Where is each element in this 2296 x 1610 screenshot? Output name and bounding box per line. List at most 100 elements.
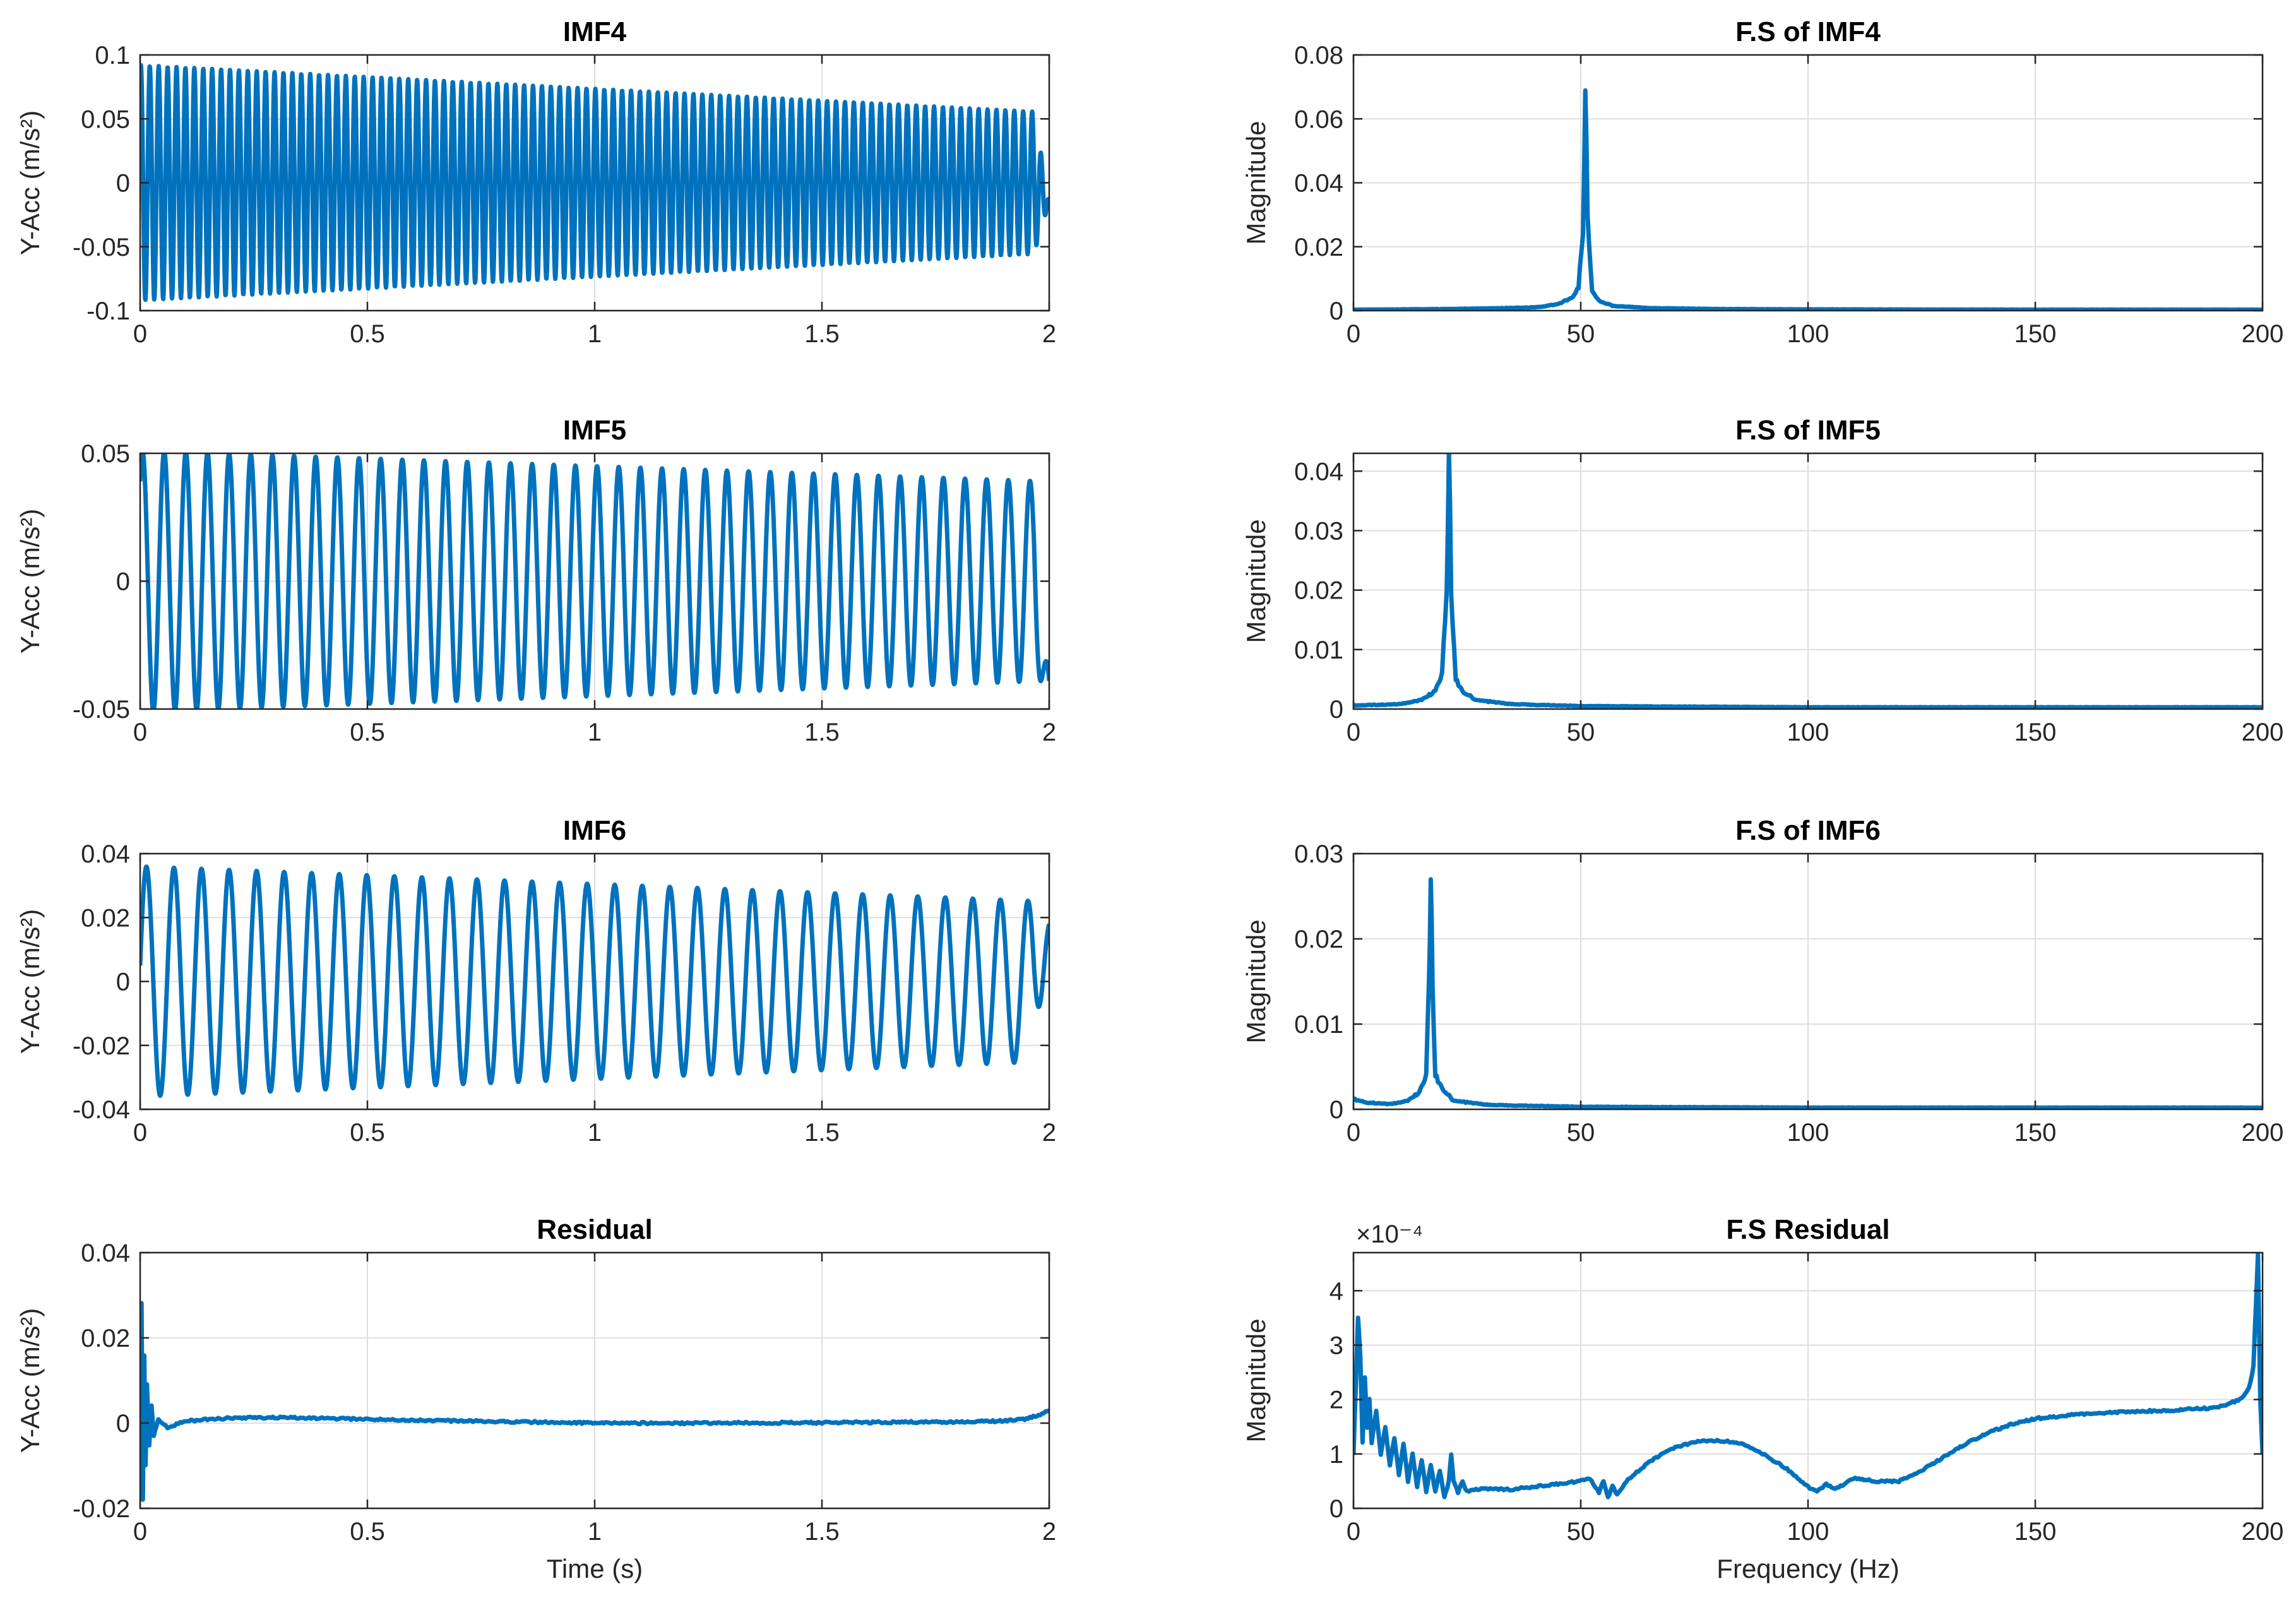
y-tick-label: 0.02 — [81, 1325, 130, 1352]
y-tick-label: 0.02 — [1294, 577, 1343, 605]
y-axis-label: Y-Acc (m/s²) — [15, 509, 45, 653]
x-tick-label: 200 — [2242, 719, 2284, 746]
x-tick-label: 50 — [1567, 719, 1595, 746]
chart-title: F.S Residual — [1726, 1214, 1889, 1245]
x-tick-label: 150 — [2014, 320, 2057, 348]
chart-title: F.S of IMF4 — [1735, 16, 1881, 47]
series-line-1 — [1353, 877, 2263, 1109]
x-tick-label: 100 — [1787, 1119, 1829, 1147]
y-tick-label: 0 — [1329, 696, 1343, 724]
series-line-1 — [140, 453, 1049, 709]
y-tick-label: 0.01 — [1294, 636, 1343, 664]
x-tick-label: 0 — [133, 1119, 147, 1147]
x-tick-label: 150 — [2014, 1119, 2057, 1147]
subplot-6: 0 50 100 150 200 0 0.01 0.02 0.03 F.S of IMF6 Magn… — [1241, 815, 2283, 1147]
x-tick-label: 200 — [2242, 320, 2284, 348]
x-tick-label: 0 — [1347, 719, 1360, 746]
y-tick-label: 0 — [1329, 1096, 1343, 1124]
y-axis-label: Magnitude — [1241, 1318, 1271, 1442]
y-tick-label: -0.05 — [73, 234, 130, 261]
y-tick-label: -0.05 — [73, 696, 130, 724]
y-tick-label: 4 — [1329, 1277, 1343, 1305]
subplot-5: 0 0.5 1 1.5 2 -0.04 -0.02 0 0.02 0.04 IMF6 Y-Acc (m… — [15, 815, 1056, 1147]
series-line-1 — [140, 1301, 1049, 1502]
x-tick-label: 2 — [1042, 719, 1056, 746]
x-tick-label: 150 — [2014, 719, 2057, 746]
y-tick-label: 0.05 — [81, 440, 130, 468]
x-tick-label: 1.5 — [804, 1119, 840, 1147]
y-tick-label: 0 — [1329, 1495, 1343, 1523]
y-tick-label: 0.03 — [1294, 840, 1343, 868]
subplot-8: 0 50 100 150 200 0 1 2 3 4 F.S Residual ×10⁻⁴ Magnit… — [1241, 1214, 2283, 1583]
x-tick-label: 0 — [1347, 1119, 1360, 1147]
x-tick-label: 2 — [1042, 1119, 1056, 1147]
exponent-label: ×10⁻⁴ — [1356, 1220, 1423, 1248]
y-tick-label: 0.04 — [81, 840, 130, 868]
y-tick-label: -0.02 — [73, 1495, 130, 1523]
chart-title: F.S of IMF5 — [1735, 415, 1881, 446]
chart-title: IMF4 — [563, 16, 627, 47]
y-tick-label: 0 — [116, 969, 130, 996]
y-tick-label: 0 — [1329, 297, 1343, 325]
x-tick-label: 200 — [2242, 1119, 2284, 1147]
x-tick-label: 0.5 — [350, 1518, 385, 1546]
x-tick-label: 0 — [1347, 320, 1360, 348]
y-tick-label: 0.02 — [81, 904, 130, 932]
y-tick-label: 0.02 — [1294, 234, 1343, 261]
y-tick-label: 3 — [1329, 1332, 1343, 1359]
series-line-1 — [1353, 1253, 2263, 1500]
subplot-4: 0 50 100 150 200 0 0.01 0.02 0.03 0.04 F.S of IMF5… — [1241, 415, 2283, 746]
series-line-1 — [1353, 88, 2263, 311]
y-tick-label: -0.04 — [73, 1096, 130, 1124]
x-tick-label: 1 — [588, 719, 602, 746]
series-line-1 — [140, 864, 1049, 1098]
y-axis-label: Magnitude — [1241, 121, 1271, 244]
chart-title: Residual — [537, 1214, 652, 1245]
x-tick-label: 200 — [2242, 1518, 2284, 1546]
chart-title: IMF5 — [563, 415, 626, 446]
x-tick-label: 2 — [1042, 320, 1056, 348]
x-tick-label: 150 — [2014, 1518, 2057, 1546]
x-tick-label: 0 — [133, 719, 147, 746]
y-axis-label: Y-Acc (m/s²) — [15, 1308, 45, 1453]
subplot-2: 0 50 100 150 200 0 0.02 0.04 0.06 0.08 F.S of IMF4… — [1241, 16, 2283, 348]
subplot-1: 0 0.5 1 1.5 2 -0.1 -0.05 0 0.05 0.1 IMF4 Y-Acc (m/s… — [15, 16, 1056, 348]
x-tick-label: 0.5 — [350, 719, 385, 746]
y-tick-label: 0 — [116, 568, 130, 596]
chart-title: F.S of IMF6 — [1735, 815, 1881, 846]
y-axis-label: Y-Acc (m/s²) — [15, 909, 45, 1054]
x-tick-label: 100 — [1787, 320, 1829, 348]
x-tick-label: 50 — [1567, 320, 1595, 348]
x-tick-label: 1 — [588, 1119, 602, 1147]
y-tick-label: 0.1 — [95, 42, 130, 69]
x-tick-label: 0.5 — [350, 1119, 385, 1147]
x-tick-label: 100 — [1787, 719, 1829, 746]
x-tick-label: 1 — [588, 320, 602, 348]
y-tick-label: 0.01 — [1294, 1011, 1343, 1039]
y-tick-label: 2 — [1329, 1386, 1343, 1414]
y-tick-label: 1 — [1329, 1441, 1343, 1469]
x-tick-label: 0 — [133, 1518, 147, 1546]
x-tick-label: 0 — [133, 320, 147, 348]
x-tick-label: 100 — [1787, 1518, 1829, 1546]
x-tick-label: 1 — [588, 1518, 602, 1546]
chart-title: IMF6 — [563, 815, 626, 846]
y-tick-label: 0.05 — [81, 105, 130, 133]
x-tick-label: 2 — [1042, 1518, 1056, 1546]
x-tick-label: 0.5 — [350, 320, 385, 348]
y-tick-label: 0.06 — [1294, 105, 1343, 133]
x-tick-label: 1.5 — [804, 320, 840, 348]
y-tick-label: -0.02 — [73, 1032, 130, 1060]
x-tick-label: 0 — [1347, 1518, 1360, 1546]
y-tick-label: 0.04 — [1294, 458, 1343, 486]
x-tick-label: 1.5 — [804, 719, 840, 746]
y-tick-label: -0.1 — [86, 297, 130, 325]
y-tick-label: 0.03 — [1294, 517, 1343, 545]
y-tick-label: 0.08 — [1294, 42, 1343, 69]
series-line-1 — [1353, 453, 2263, 709]
y-tick-label: 0 — [116, 1410, 130, 1438]
y-tick-label: 0 — [116, 170, 130, 198]
x-axis-label: Time (s) — [547, 1554, 643, 1583]
